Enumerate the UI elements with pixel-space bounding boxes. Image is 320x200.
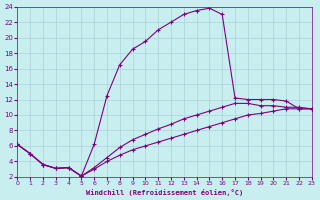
- X-axis label: Windchill (Refroidissement éolien,°C): Windchill (Refroidissement éolien,°C): [86, 189, 243, 196]
